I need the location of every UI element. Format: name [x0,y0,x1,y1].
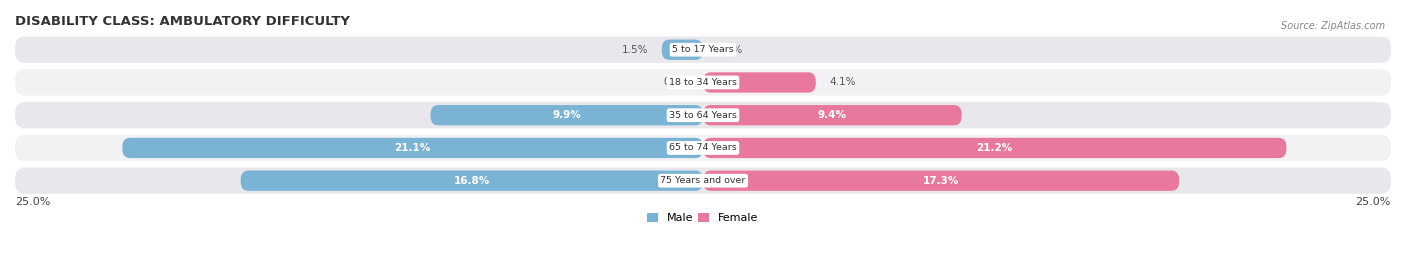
Text: 21.2%: 21.2% [977,143,1012,153]
Text: 65 to 74 Years: 65 to 74 Years [669,143,737,152]
Text: 25.0%: 25.0% [15,197,51,207]
Legend: Male, Female: Male, Female [643,208,763,228]
Text: 9.4%: 9.4% [818,110,846,120]
Text: 16.8%: 16.8% [454,176,489,186]
Text: 1.5%: 1.5% [621,45,648,55]
Text: 18 to 34 Years: 18 to 34 Years [669,78,737,87]
FancyBboxPatch shape [703,105,962,125]
Text: 0.0%: 0.0% [717,45,742,55]
FancyBboxPatch shape [15,102,1391,128]
Text: 0.0%: 0.0% [664,77,689,87]
FancyBboxPatch shape [703,170,1180,191]
Text: 9.9%: 9.9% [553,110,581,120]
Text: 35 to 64 Years: 35 to 64 Years [669,111,737,120]
Text: 21.1%: 21.1% [395,143,430,153]
FancyBboxPatch shape [703,72,815,93]
FancyBboxPatch shape [15,168,1391,194]
FancyBboxPatch shape [240,170,703,191]
FancyBboxPatch shape [122,138,703,158]
Text: 4.1%: 4.1% [830,77,856,87]
FancyBboxPatch shape [703,138,1286,158]
FancyBboxPatch shape [662,40,703,60]
Text: 75 Years and over: 75 Years and over [661,176,745,185]
Text: Source: ZipAtlas.com: Source: ZipAtlas.com [1281,21,1385,31]
FancyBboxPatch shape [15,69,1391,96]
Text: DISABILITY CLASS: AMBULATORY DIFFICULTY: DISABILITY CLASS: AMBULATORY DIFFICULTY [15,15,350,28]
FancyBboxPatch shape [15,135,1391,161]
Text: 5 to 17 Years: 5 to 17 Years [672,45,734,54]
FancyBboxPatch shape [15,37,1391,63]
Text: 17.3%: 17.3% [922,176,959,186]
Text: 25.0%: 25.0% [1355,197,1391,207]
FancyBboxPatch shape [430,105,703,125]
